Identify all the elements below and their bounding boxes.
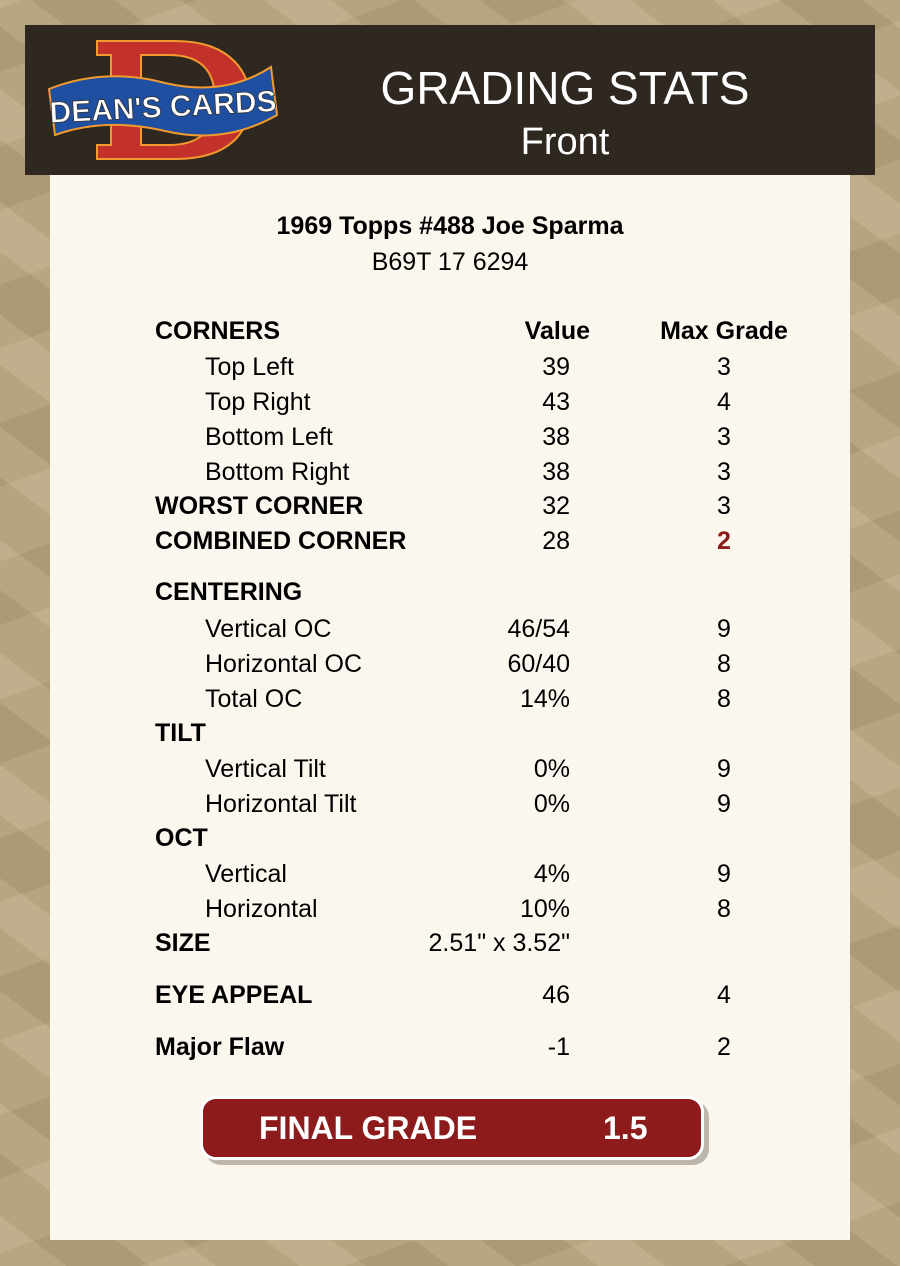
row-label: SIZE (155, 929, 211, 957)
row-value: 10% (519, 895, 570, 923)
row-max-grade: 3 (717, 423, 731, 451)
table-row: Vertical Tilt 0% 9 (0, 755, 900, 785)
row-max-grade: 8 (717, 895, 731, 923)
row-label: Total OC (205, 685, 303, 713)
table-row: Horizontal OC 60/40 8 (0, 650, 900, 680)
card-id: B69T 17 6294 (371, 248, 529, 276)
row-label: Vertical Tilt (205, 755, 326, 783)
table-row: EYE APPEAL 46 4 (0, 981, 900, 1011)
table-row: Top Right 43 4 (0, 388, 900, 418)
row-label: TILT (155, 719, 206, 747)
row-value: 0% (533, 755, 570, 783)
table-row: Horizontal Tilt 0% 9 (0, 790, 900, 820)
row-value: 28 (542, 527, 570, 555)
page-subtitle: Front (520, 121, 610, 163)
card-name: 1969 Topps #488 Joe Sparma (276, 212, 624, 240)
row-value: 46/54 (507, 615, 570, 643)
row-max-grade: 9 (717, 615, 731, 643)
row-value: 14% (519, 685, 570, 713)
row-label: Bottom Left (205, 423, 333, 451)
row-label: Top Right (205, 388, 311, 416)
table-row: Vertical OC 46/54 9 (0, 615, 900, 645)
row-max-grade: 4 (717, 388, 731, 416)
row-max-grade: 3 (717, 458, 731, 486)
row-max-grade: 9 (717, 755, 731, 783)
row-label: Bottom Right (205, 458, 350, 486)
table-row: CENTERING (0, 578, 900, 608)
row-label: CENTERING (155, 578, 303, 606)
table-row: Top Left 39 3 (0, 353, 900, 383)
row-label: Vertical (205, 860, 287, 888)
table-row: CORNERS Value Max Grade (0, 317, 900, 347)
row-max-grade: 3 (717, 492, 731, 520)
table-row: Horizontal 10% 8 (0, 895, 900, 925)
row-value: 38 (542, 423, 570, 451)
column-header-value: Value (524, 317, 590, 345)
row-max-grade: 2 (717, 1033, 731, 1061)
row-label: Vertical OC (205, 615, 332, 643)
row-label: Horizontal (205, 895, 318, 923)
row-value: 43 (542, 388, 570, 416)
table-row: WORST CORNER 32 3 (0, 492, 900, 522)
table-row: Total OC 14% 8 (0, 685, 900, 715)
final-grade-label: FINAL GRADE (259, 1110, 478, 1146)
row-value: 0% (533, 790, 570, 818)
table-row: Bottom Left 38 3 (0, 423, 900, 453)
row-max-grade: 9 (717, 790, 731, 818)
row-label: WORST CORNER (155, 492, 364, 520)
row-label: Horizontal Tilt (205, 790, 357, 818)
row-value: 2.51" x 3.52" (428, 929, 570, 957)
row-label: OCT (155, 824, 208, 852)
table-row: COMBINED CORNER 28 2 (0, 527, 900, 557)
row-value: 4% (533, 860, 570, 888)
row-label: Top Left (205, 353, 294, 381)
row-label: Horizontal OC (205, 650, 362, 678)
row-value: 39 (542, 353, 570, 381)
table-row: Bottom Right 38 3 (0, 458, 900, 488)
stats-panel (50, 175, 850, 1240)
row-value: 32 (542, 492, 570, 520)
row-label: CORNERS (155, 317, 281, 345)
row-max-grade: 8 (717, 650, 731, 678)
row-max-grade: 2 (717, 527, 731, 555)
table-row: OCT (0, 824, 900, 854)
row-max-grade: 4 (717, 981, 731, 1009)
row-label: Major Flaw (155, 1033, 285, 1061)
row-max-grade: 9 (717, 860, 731, 888)
final-grade-box: FINAL GRADE 1.5 (200, 1096, 704, 1160)
row-max-grade: 8 (717, 685, 731, 713)
row-value: 60/40 (507, 650, 570, 678)
table-row: Major Flaw -1 2 (0, 1033, 900, 1063)
row-value: -1 (547, 1033, 570, 1061)
deans-cards-logo: DEAN'S CARDS (47, 40, 279, 160)
column-header-max-grade: Max Grade (660, 317, 788, 345)
row-value: 38 (542, 458, 570, 486)
final-grade-value: 1.5 (603, 1110, 648, 1146)
table-row: Vertical 4% 9 (0, 860, 900, 890)
row-label: EYE APPEAL (155, 981, 313, 1009)
row-value: 46 (542, 981, 570, 1009)
table-row: TILT (0, 719, 900, 749)
page-title: GRADING STATS (380, 62, 750, 114)
row-label: COMBINED CORNER (155, 527, 407, 555)
header-bar: DEAN'S CARDS GRADING STATS Front (25, 25, 875, 175)
table-row: SIZE 2.51" x 3.52" (0, 929, 900, 959)
row-max-grade: 3 (717, 353, 731, 381)
